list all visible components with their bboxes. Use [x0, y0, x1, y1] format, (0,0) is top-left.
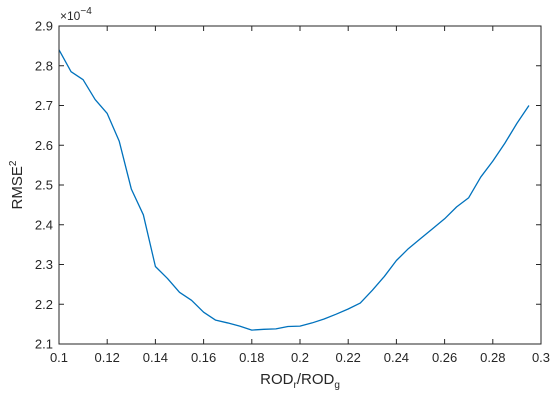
- x-label-base: ROD: [260, 371, 294, 388]
- y-tick-label: 2.1: [35, 337, 53, 352]
- y-axis-multiplier: ×10−4: [60, 6, 92, 23]
- y-multiplier-base: ×10: [60, 9, 81, 23]
- y-tick-label: 2.7: [35, 98, 53, 113]
- x-axis-label: RODr/RODg: [260, 371, 340, 391]
- y-label-base: RMSE: [9, 166, 26, 209]
- x-tick-label: 0.1: [50, 350, 68, 365]
- x-tick-label: 0.18: [239, 350, 264, 365]
- series-layer: [58, 49, 530, 331]
- y-axis-ticks: 2.1 2.2 2.3 2.4 2.5 2.6 2.7 2.8 2.9: [35, 19, 541, 352]
- x-tick-label: 0.24: [384, 350, 409, 365]
- x-tick-label: 0.28: [480, 350, 505, 365]
- plot-area-frame: [58, 25, 542, 345]
- y-tick-label: 2.3: [35, 257, 53, 272]
- y-tick-label: 2.4: [35, 217, 53, 232]
- y-tick-label: 2.2: [35, 297, 53, 312]
- x-tick-label: 0.26: [432, 350, 457, 365]
- y-tick-label: 2.5: [35, 178, 53, 193]
- x-axis-ticks: 0.1 0.12 0.14 0.16 0.18 0.2 0.22 0.24 0.26 0.28 0.…: [50, 26, 550, 365]
- x-tick-label: 0.3: [532, 350, 550, 365]
- y-axis-label: RMSE2: [8, 160, 26, 209]
- x-tick-label: 0.14: [143, 350, 168, 365]
- y-tick-label: 2.6: [35, 138, 53, 153]
- y-label-superscript: 2: [8, 160, 19, 166]
- x-label-separator: /ROD: [297, 371, 335, 388]
- y-tick-label: 2.8: [35, 58, 53, 73]
- y-tick-label: 2.9: [35, 19, 53, 34]
- y-multiplier-exponent: −4: [80, 6, 92, 17]
- x-tick-label: 0.16: [191, 350, 216, 365]
- x-tick-label: 0.12: [95, 350, 120, 365]
- x-tick-label: 0.2: [291, 350, 309, 365]
- x-label-subscript-g: g: [334, 380, 340, 391]
- x-label-subscript-r: r: [293, 380, 297, 391]
- x-tick-label: 0.22: [336, 350, 361, 365]
- series-line: [58, 49, 530, 331]
